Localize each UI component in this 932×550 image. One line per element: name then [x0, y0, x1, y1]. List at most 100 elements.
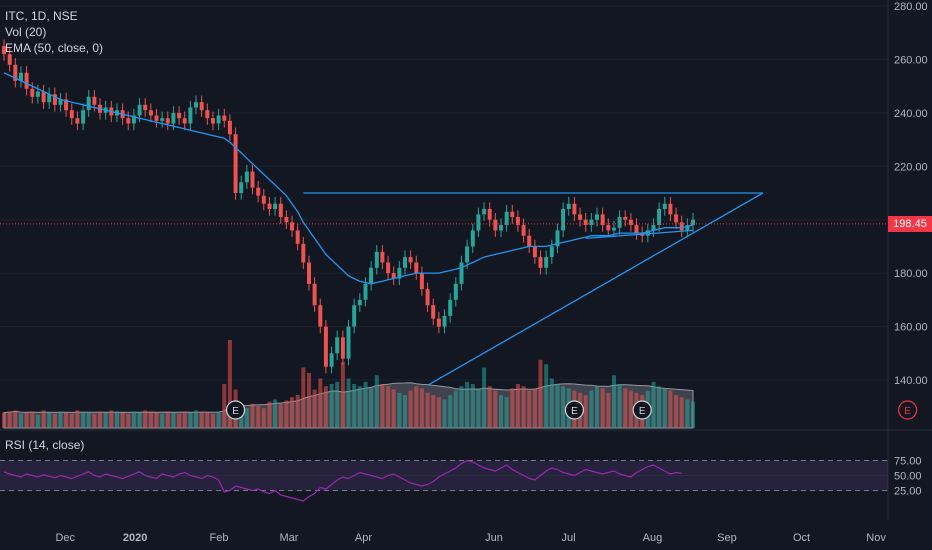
candle-body	[408, 257, 413, 263]
earnings-circle	[632, 400, 652, 420]
candle-body	[465, 246, 470, 263]
volume-bar	[538, 359, 543, 428]
earnings-marker-feb[interactable]: E	[225, 400, 246, 420]
candle-body	[148, 110, 153, 116]
earnings-letter: E	[639, 406, 646, 417]
candle-body	[685, 225, 690, 231]
candle-body	[612, 227, 616, 231]
volume-bar	[75, 410, 80, 428]
volume-bar	[470, 384, 475, 428]
volume-bar	[414, 386, 419, 428]
volume-bar	[561, 386, 566, 428]
volume-indicator-label[interactable]: Vol (20)	[5, 25, 47, 39]
volume-bar	[244, 408, 249, 428]
candle-body	[600, 214, 605, 226]
volume-bar	[35, 414, 40, 428]
candle-body	[391, 273, 396, 279]
candle-body	[295, 230, 300, 244]
time-tick-label: 2020	[123, 532, 147, 544]
candle-body	[448, 299, 453, 316]
earnings-letter: E	[232, 406, 239, 417]
volume-bar	[674, 395, 679, 428]
candle-body	[414, 262, 419, 274]
rsi-tick-label: 25.00	[894, 486, 922, 498]
volume-bar	[527, 390, 532, 428]
candle-body	[691, 219, 695, 225]
volume-bar	[487, 386, 492, 428]
rsi-legend: RSI (14, close)	[5, 437, 84, 453]
volume-bar	[521, 386, 526, 428]
price-axis[interactable]: 280.00260.00240.00220.00200.00180.00160.…	[894, 1, 928, 498]
last-price-tag: 198.45	[888, 216, 932, 232]
candle-body	[369, 267, 374, 284]
candle-body	[216, 115, 221, 124]
candle-body	[131, 115, 136, 124]
rsi-panel	[0, 459, 888, 502]
volume-bar	[691, 401, 695, 428]
candle-body	[250, 171, 255, 188]
time-axis[interactable]: Dec 2020 Feb Mar Apr Jun Jul Aug Sep Oct Nov	[55, 532, 886, 544]
volume-bar	[301, 367, 306, 428]
price-tick-label: 240.00	[894, 108, 928, 120]
symbol-title[interactable]: ITC, 1D, NSE	[5, 9, 78, 23]
earnings-marker-upcoming[interactable]: E	[898, 400, 918, 420]
candle-body	[628, 219, 633, 225]
volume-bar	[651, 381, 656, 428]
candle-body	[583, 219, 588, 225]
candle-body	[58, 99, 63, 105]
time-tick-label: Nov	[866, 532, 886, 544]
candle-body	[419, 273, 424, 290]
candle-body	[171, 112, 176, 124]
candle-body	[24, 72, 29, 89]
volume-bar	[69, 413, 74, 428]
candle-body	[595, 214, 599, 220]
volume-bar	[194, 410, 198, 428]
earnings-marker-aug[interactable]: E	[632, 400, 652, 420]
volume-bar	[92, 413, 97, 428]
candle-body	[346, 326, 351, 359]
candle-body	[81, 110, 86, 124]
candle-body	[278, 203, 283, 218]
candle-body	[459, 262, 464, 284]
volume-bar	[2, 412, 6, 428]
ema-indicator-label[interactable]: EMA (50, close, 0)	[5, 41, 104, 55]
volume-bar	[165, 411, 170, 428]
volume-bar	[250, 403, 255, 428]
volume-bar	[19, 413, 23, 428]
volume-bar	[256, 406, 261, 428]
candle-body	[403, 257, 407, 268]
ema-line	[3, 72, 694, 285]
candle-body	[436, 318, 441, 327]
candle-body	[329, 353, 334, 367]
time-tick-label: Jul	[561, 532, 575, 544]
candle-body	[374, 251, 379, 268]
candle-body	[137, 104, 142, 116]
ema-50-line	[3, 72, 694, 285]
candle-body	[284, 217, 289, 223]
volume-bar	[380, 384, 385, 428]
candle-body	[606, 225, 611, 231]
volume-bar	[98, 411, 102, 428]
candle-body	[431, 305, 436, 319]
volume-bar	[515, 384, 520, 428]
volume-bar	[465, 381, 470, 428]
volume-bar	[459, 386, 464, 428]
candle-body	[47, 94, 52, 103]
volume-bar	[216, 411, 221, 428]
candle-body	[476, 214, 481, 231]
volume-bar	[261, 408, 266, 428]
candle-body	[380, 251, 385, 263]
candle-body	[482, 209, 487, 215]
volume-bar	[323, 386, 328, 428]
rsi-indicator-label[interactable]: RSI (14, close)	[5, 438, 85, 452]
candle-body	[623, 217, 628, 220]
candle-body	[30, 88, 35, 97]
volume-bar	[24, 412, 29, 428]
earnings-marker-jul[interactable]: E	[564, 400, 585, 420]
triangle-trendlines[interactable]	[303, 192, 764, 386]
volume-bar	[628, 390, 633, 428]
volume-bar	[30, 411, 35, 428]
volume-bar	[510, 388, 515, 428]
